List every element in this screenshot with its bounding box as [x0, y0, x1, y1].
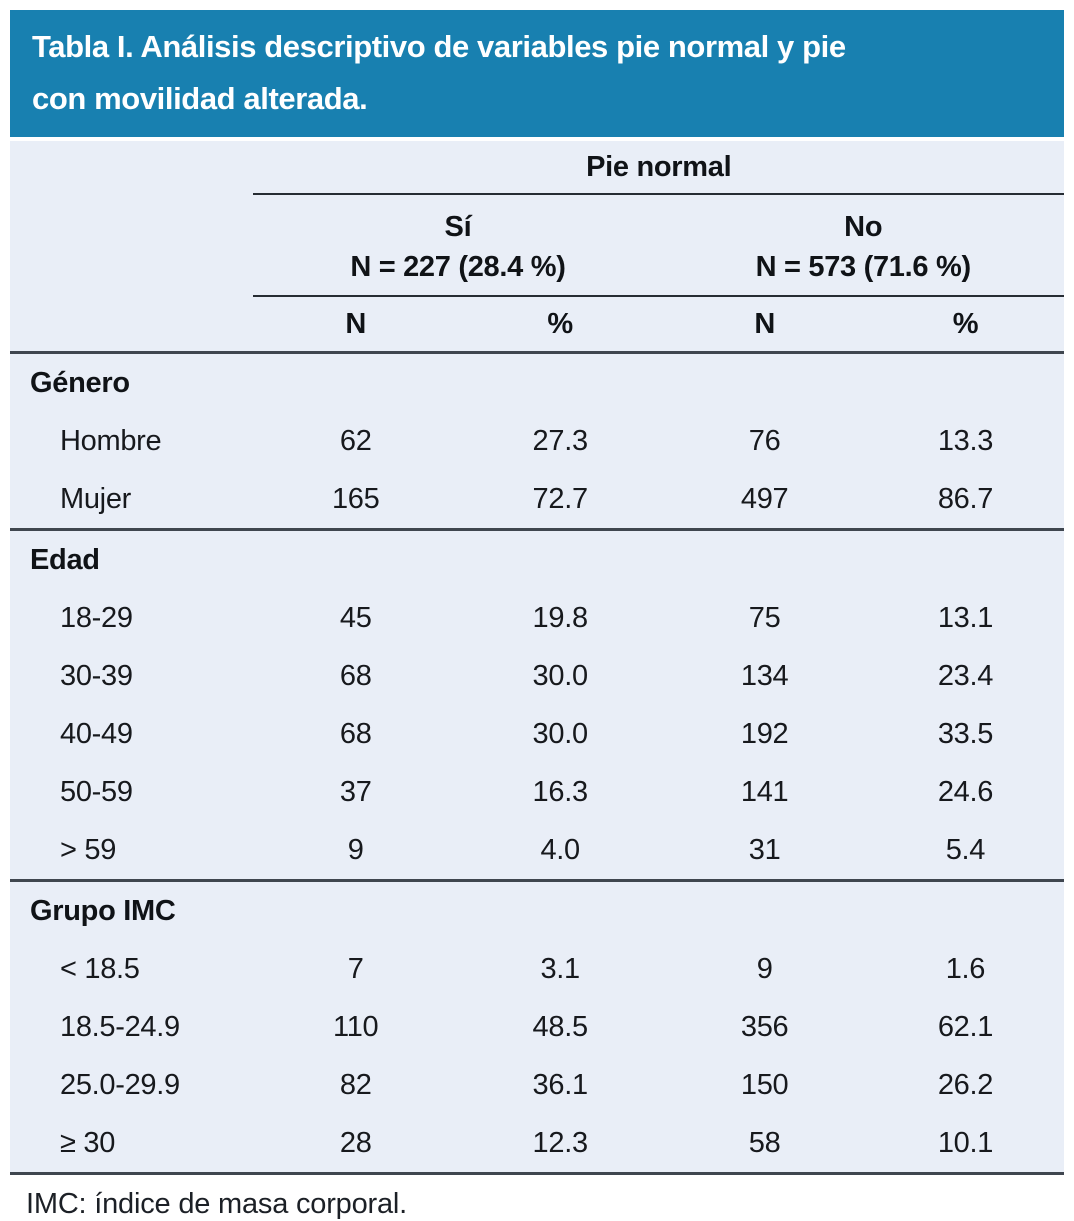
row-label: 30-39: [60, 659, 133, 692]
cell-value: 37: [339, 775, 372, 808]
cell-value: 27.3: [532, 424, 589, 457]
table-row: 30-39 68 30.0 134 23.4: [10, 647, 1064, 705]
cell-value: 12.3: [457, 1114, 663, 1175]
table-row: > 59 9 4.0 31 5.4: [10, 821, 1064, 882]
cell-value: 16.3: [532, 775, 589, 808]
cell-value: 58: [662, 1114, 867, 1175]
cell-value: 75: [748, 601, 781, 634]
cell-value: 36.1: [532, 1068, 589, 1101]
cell-value: 72.7: [457, 470, 663, 531]
cell-value: 10.1: [866, 1114, 1064, 1175]
section-header-genero: Género: [30, 366, 130, 399]
row-label: ≥ 30: [10, 1114, 254, 1175]
column-header-n-no: N: [662, 296, 867, 354]
section-header-edad: Edad: [30, 543, 100, 576]
cell-value: 1.6: [945, 952, 986, 985]
cell-value: 5.4: [866, 821, 1064, 882]
row-label: 18-29: [60, 601, 133, 634]
cell-value: 86.7: [866, 470, 1064, 531]
table-title-line-1: Tabla I. Análisis descriptivo de variabl…: [32, 29, 846, 64]
cell-value: 356: [740, 1010, 789, 1043]
column-header-n-si: N: [253, 296, 458, 354]
cell-value: 13.3: [937, 424, 994, 457]
table-row: Mujer 165 72.7 497 86.7: [10, 470, 1064, 531]
cell-value: 68: [339, 717, 372, 750]
cell-value: 62.1: [937, 1010, 994, 1043]
cell-value: 7: [347, 952, 364, 985]
cell-value: 9: [756, 952, 773, 985]
cell-value: 9: [253, 821, 458, 882]
header-row-subgroups: Sí N = 227 (28.4 %) No N = 573 (71.6 %): [10, 194, 1064, 297]
table-row: 25.0-29.9 82 36.1 150 26.2: [10, 1056, 1064, 1114]
table-title-line-2: con movilidad alterada.: [32, 81, 368, 116]
subgroup-si-count: N = 227 (28.4 %): [350, 251, 566, 283]
cell-value: 68: [339, 659, 372, 692]
table-row: 50-59 37 16.3 141 24.6: [10, 763, 1064, 821]
cell-value: 31: [662, 821, 867, 882]
header-row-columns: N % N %: [10, 296, 1064, 354]
cell-value: 24.6: [937, 775, 994, 808]
table-title-bar: Tabla I. Análisis descriptivo de variabl…: [10, 10, 1064, 137]
column-header-pct-no: %: [866, 296, 1064, 354]
cell-value: 45: [339, 601, 372, 634]
header-row-group: Pie normal: [10, 141, 1064, 195]
row-label: Hombre: [60, 424, 162, 457]
header-spacer: [10, 296, 254, 354]
cell-value: 76: [748, 424, 781, 457]
cell-value: 62: [339, 424, 372, 457]
table-row: ≥ 30 28 12.3 58 10.1: [10, 1114, 1064, 1175]
row-label: Mujer: [10, 470, 254, 531]
cell-value: 192: [740, 717, 789, 750]
cell-value: 110: [333, 1010, 379, 1043]
subgroup-no-header: No N = 573 (71.6 %): [662, 194, 1064, 297]
cell-value: 4.0: [457, 821, 663, 882]
cell-value: 150: [740, 1068, 789, 1101]
table-row: < 18.5 7 3.1 9 1.6: [10, 940, 1064, 998]
subgroup-si-header: Sí N = 227 (28.4 %): [253, 194, 663, 297]
row-label: > 59: [10, 821, 254, 882]
table-row: 40-49 68 30.0 192 33.5: [10, 705, 1064, 763]
subgroup-si-label: Sí: [444, 211, 472, 243]
row-label: 50-59: [60, 775, 133, 808]
cell-value: 497: [662, 470, 867, 531]
table-footnote: IMC: índice de masa corporal.: [26, 1188, 408, 1220]
cell-value: 134: [740, 659, 789, 692]
cell-value: 3.1: [540, 952, 580, 985]
cell-value: 19.8: [532, 601, 589, 634]
cell-value: 141: [740, 775, 789, 808]
row-label: < 18.5: [60, 952, 140, 985]
column-group-header: Pie normal: [253, 141, 1064, 195]
table-row: Hombre 62 27.3 76 13.3: [10, 412, 1064, 470]
cell-value: 30.0: [532, 659, 589, 692]
subgroup-no-count: N = 573 (71.6 %): [755, 251, 972, 283]
table-row: 18.5-24.9 110 48.5 356 62.1: [10, 998, 1064, 1056]
cell-value: 48.5: [532, 1010, 589, 1043]
section-header-grupo-imc: Grupo IMC: [30, 894, 176, 927]
row-label: 25.0-29.9: [60, 1068, 180, 1101]
cell-value: 30.0: [532, 717, 589, 750]
cell-value: 28: [253, 1114, 458, 1175]
row-label: 18.5-24.9: [60, 1010, 180, 1043]
subgroup-no-label: No: [844, 211, 883, 243]
header-spacer: [10, 141, 253, 194]
cell-value: 165: [253, 470, 458, 531]
descriptive-stats-table: Pie normal Sí N = 227 (28.4 %) No N = 57…: [10, 141, 1064, 1175]
column-header-pct-si: %: [457, 296, 663, 354]
header-spacer: [10, 194, 253, 296]
table-row: 18-29 45 19.8 75 13.1: [10, 589, 1064, 647]
row-label: 40-49: [60, 717, 133, 750]
cell-value: 13.1: [937, 601, 994, 634]
cell-value: 33.5: [937, 717, 994, 750]
cell-value: 23.4: [937, 659, 994, 692]
cell-value: 82: [339, 1068, 372, 1101]
cell-value: 26.2: [937, 1068, 994, 1101]
